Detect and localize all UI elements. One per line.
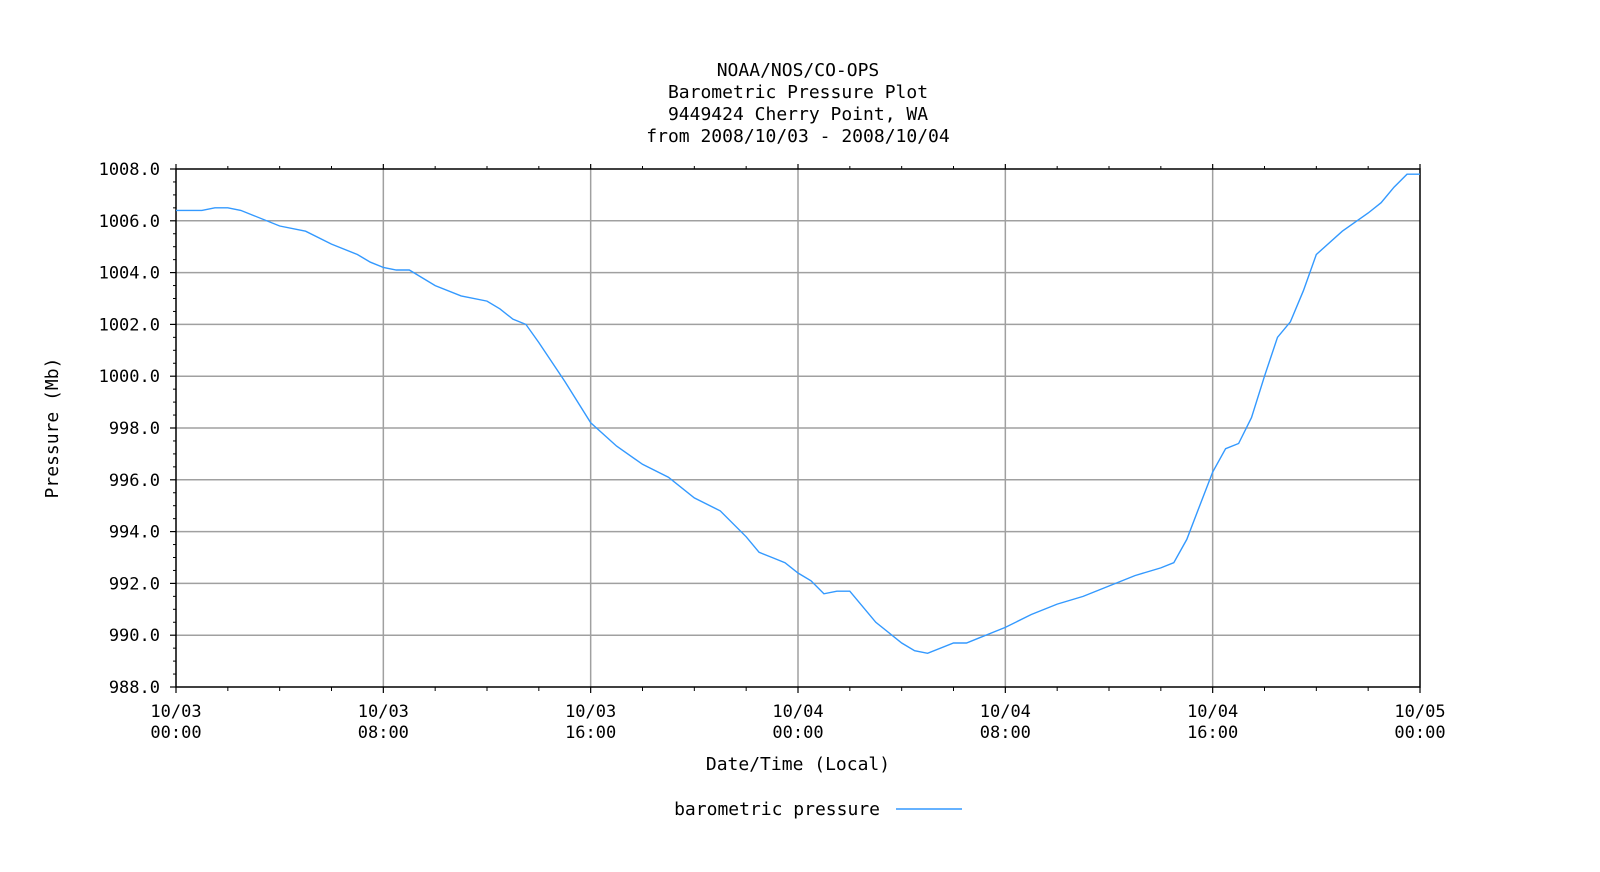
title-line-1: NOAA/NOS/CO-OPS: [717, 60, 880, 81]
series-line-barometric-pressure: [176, 173, 1420, 655]
y-tick-label: 988.0: [109, 678, 160, 698]
x-axis-tick-labels: 10/0300:0010/0308:0010/0316:0010/0400:00…: [150, 702, 1445, 743]
title-line-3: 9449424 Cherry Point, WA: [668, 104, 928, 125]
y-tick-label: 1002.0: [99, 315, 160, 335]
x-tick-label-date: 10/04: [980, 702, 1031, 722]
y-axis-label: Pressure (Mb): [42, 358, 63, 499]
y-axis-tick-labels: 988.0 990.0 992.0 994.0 996.0 998.0 1000.0 1002…: [99, 160, 160, 698]
y-tick-label: 992.0: [109, 574, 160, 594]
x-tick-label-time: 16:00: [565, 723, 616, 743]
y-tick-label: 1006.0: [99, 212, 160, 232]
x-tick-label-date: 10/03: [358, 702, 409, 722]
x-tick-label-time: 00:00: [1394, 723, 1445, 743]
legend: barometric pressure: [674, 799, 962, 820]
title-line-4: from 2008/10/03 - 2008/10/04: [646, 126, 949, 147]
x-tick-label-date: 10/03: [150, 702, 201, 722]
x-axis-label: Date/Time (Local): [706, 754, 890, 775]
x-tick-label-date: 10/03: [565, 702, 616, 722]
grid-lines: [176, 169, 1420, 687]
x-tick-label-time: 08:00: [358, 723, 409, 743]
legend-label: barometric pressure: [674, 799, 880, 820]
x-tick-label-date: 10/04: [772, 702, 823, 722]
x-tick-label-time: 00:00: [150, 723, 201, 743]
y-tick-label: 1008.0: [99, 160, 160, 180]
title-line-2: Barometric Pressure Plot: [668, 82, 928, 103]
y-tick-label: 1000.0: [99, 367, 160, 387]
y-tick-label: 996.0: [109, 471, 160, 491]
y-tick-label: 998.0: [109, 419, 160, 439]
chart-title: NOAA/NOS/CO-OPS Barometric Pressure Plot…: [646, 60, 949, 147]
x-tick-label-time: 16:00: [1187, 723, 1238, 743]
x-tick-label-date: 10/05: [1394, 702, 1445, 722]
axis-ticks: [170, 164, 1421, 693]
x-tick-label-time: 00:00: [772, 723, 823, 743]
x-tick-label-date: 10/04: [1187, 702, 1238, 722]
y-tick-label: 990.0: [109, 626, 160, 646]
y-tick-label: 994.0: [109, 523, 160, 543]
y-tick-label: 1004.0: [99, 264, 160, 284]
x-tick-label-time: 08:00: [980, 723, 1031, 743]
